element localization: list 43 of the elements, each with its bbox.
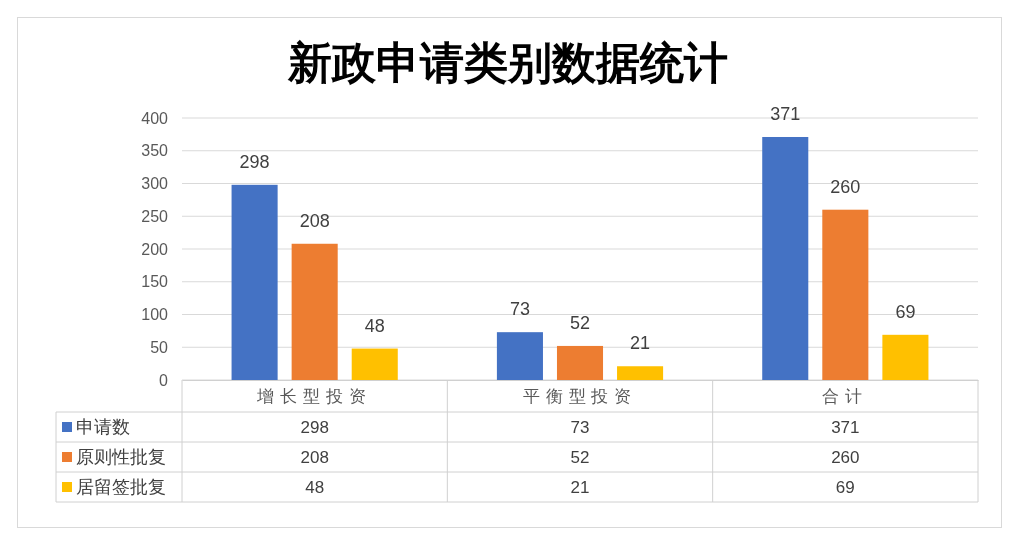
y-tick-label: 350 bbox=[141, 142, 169, 160]
annotation: 260 bbox=[830, 176, 861, 197]
y-tick-label: 200 bbox=[141, 240, 169, 258]
chart-title: 新政申请类别数据统计 bbox=[287, 39, 728, 88]
annotation: 73 bbox=[509, 299, 530, 320]
y-tick-label: 100 bbox=[141, 306, 169, 324]
annotation: 371 bbox=[770, 104, 801, 124]
data-label: 208 bbox=[300, 447, 329, 467]
data-label: 48 bbox=[305, 477, 325, 497]
bar bbox=[291, 243, 338, 380]
legend-label: 原则性批复 bbox=[76, 447, 166, 468]
y-tick-label: 150 bbox=[141, 273, 169, 291]
x-tick-label: 平衡型投资 bbox=[522, 387, 638, 407]
annotation: 52 bbox=[569, 312, 591, 333]
bar bbox=[556, 345, 604, 380]
data-label: 371 bbox=[831, 417, 860, 437]
y-tick-label: 250 bbox=[141, 207, 169, 225]
bar bbox=[351, 348, 398, 380]
legend-label: 居留签批复 bbox=[76, 477, 166, 498]
bar bbox=[822, 209, 869, 380]
data-label: 21 bbox=[570, 477, 590, 497]
annotation: 208 bbox=[299, 210, 330, 231]
annotation: 69 bbox=[895, 301, 916, 322]
bar bbox=[882, 334, 929, 380]
data-label: 73 bbox=[570, 417, 590, 437]
bar bbox=[496, 332, 543, 380]
data-label: 260 bbox=[831, 447, 860, 467]
y-tick-label: 300 bbox=[141, 175, 169, 193]
data-label: 52 bbox=[570, 447, 590, 467]
annotation: 298 bbox=[239, 151, 270, 172]
bar bbox=[762, 137, 809, 380]
y-tick-label: 0 bbox=[159, 371, 169, 389]
legend-label: 申请数 bbox=[76, 417, 130, 438]
x-tick-label: 合计 bbox=[822, 387, 869, 407]
annotation: 21 bbox=[630, 333, 651, 354]
bar bbox=[231, 184, 278, 380]
y-tick-label: 400 bbox=[141, 109, 169, 127]
y-tick-label: 50 bbox=[150, 338, 169, 356]
annotation: 48 bbox=[364, 315, 385, 336]
bar bbox=[617, 366, 664, 380]
data-label: 69 bbox=[835, 477, 855, 497]
x-tick-label: 增长型投资 bbox=[256, 387, 373, 407]
data-label: 298 bbox=[300, 417, 329, 437]
